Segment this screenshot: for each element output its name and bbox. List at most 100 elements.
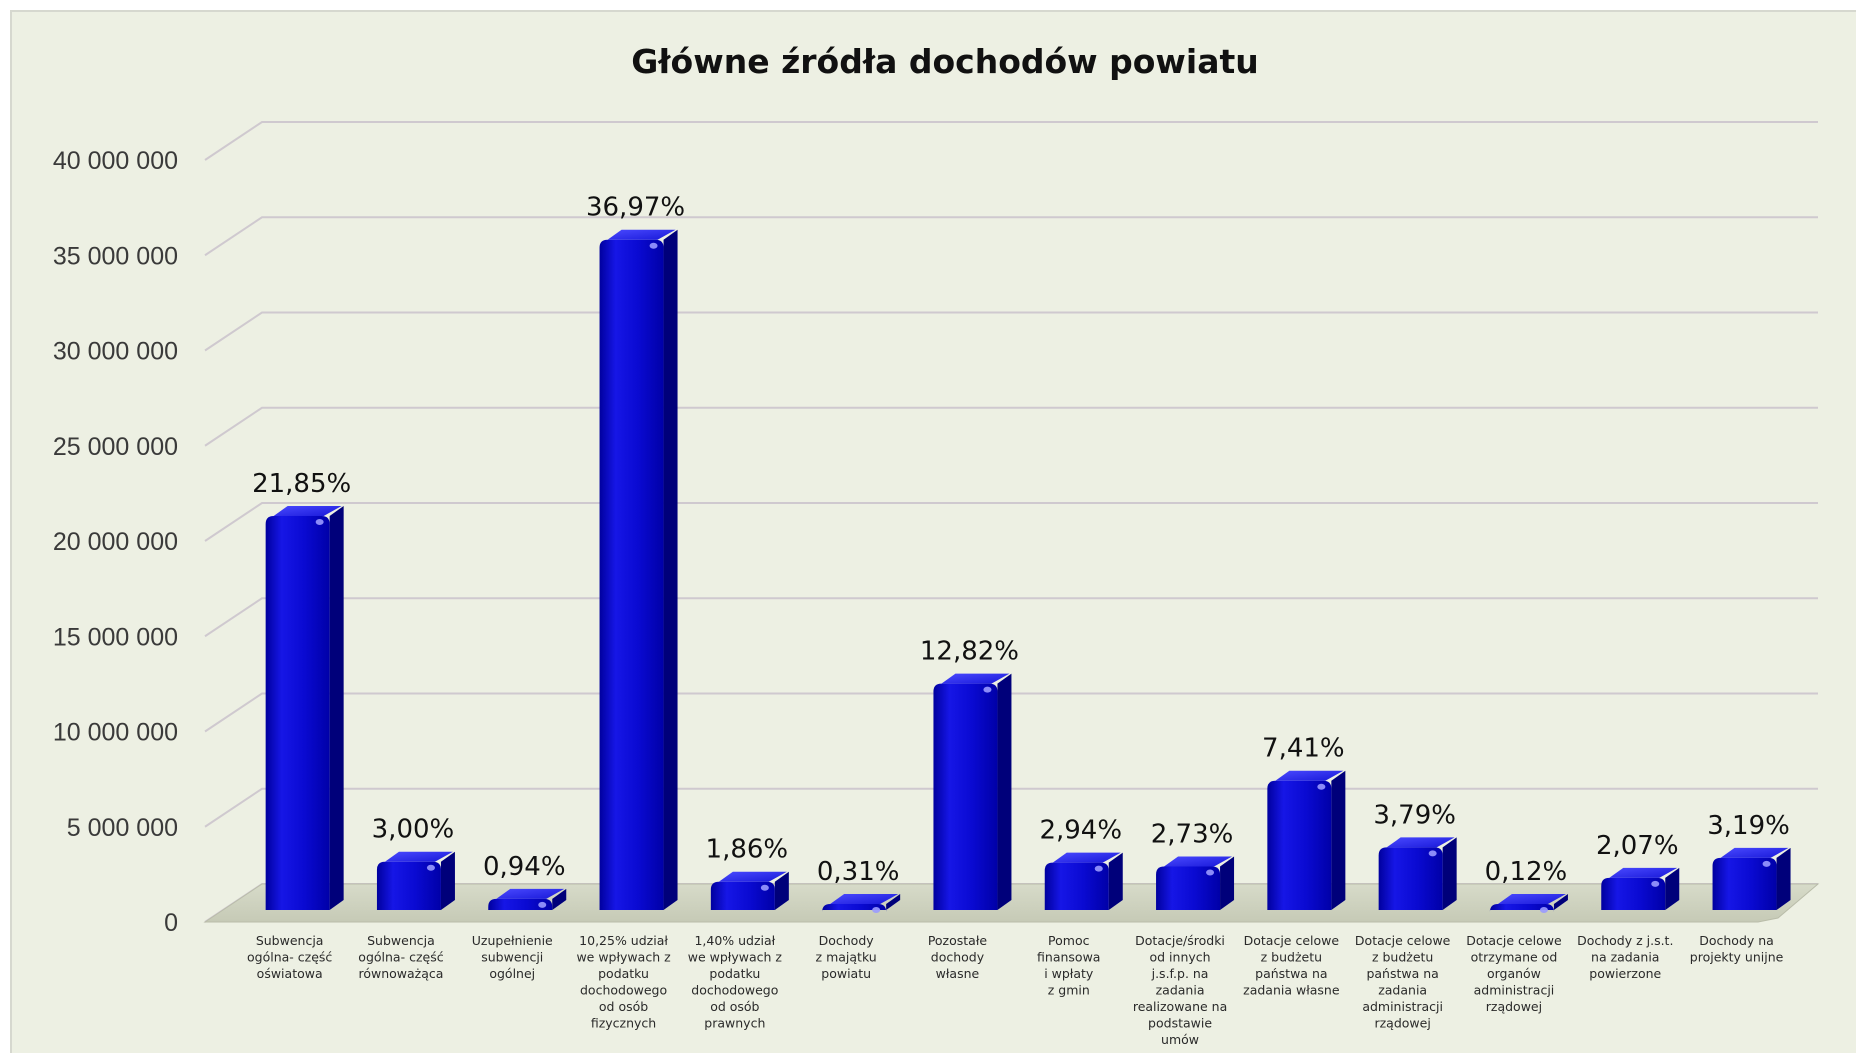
y-tick-label: 20 000 000 [53,528,178,556]
bar-side [440,851,455,910]
bar-top [1609,867,1678,878]
x-category-label: Subwencja ogólna- część oświatowa [247,933,332,981]
bar-side [1220,856,1235,910]
bar-front [710,881,775,910]
x-category-label: Pozostałe dochody własne [928,933,988,981]
bar-top [384,851,453,862]
bar-top [718,871,787,882]
data-label: 12,82% [920,637,1019,667]
bar-highlight [1428,850,1437,857]
bar-front [933,683,998,910]
data-label: 0,12% [1485,857,1568,887]
bar-highlight [983,686,992,693]
bar-side [1108,852,1123,910]
bar [1489,894,1568,913]
x-category-label: Uzupełnienie subwencji ogólnej [472,933,553,981]
bar [1712,847,1791,910]
bar-side [774,871,789,910]
data-label: 7,41% [1262,734,1345,764]
bar-side [1442,837,1457,910]
bar-top [273,505,342,516]
bar-front [265,515,330,910]
bar-highlight [426,864,435,871]
data-label: 2,94% [1039,816,1122,846]
x-category-label: Pomoc finansowa i wpłaty z gmin [1037,933,1100,998]
bar-front [376,861,441,910]
bar [1601,867,1680,910]
bar-side [1553,894,1568,910]
bar [599,229,678,911]
gridline [204,692,1818,733]
x-category-label: 10,25% udział we wpływach z podatku dochodo… [576,933,671,1031]
bar-side [1665,867,1680,910]
bar [488,888,567,910]
bar-side [1776,847,1791,910]
x-category-label: Dochody na projekty unijne [1690,933,1784,965]
y-tick-label: 40 000 000 [53,147,178,175]
bar-highlight [872,907,881,913]
gridline [204,216,1818,257]
bar [710,871,789,910]
bar-front [1601,877,1666,910]
data-label: 3,19% [1707,811,1790,841]
bars [265,229,1791,913]
y-axis: 0 5 000 000 10 000 000 15 000 000 20 000 000… [53,147,178,937]
x-category-label: Dochody z j.s.t. na zadania powierzone [1577,933,1673,981]
bar-front [599,239,664,911]
bar [1267,770,1346,910]
data-label: 21,85% [252,469,351,499]
bar-highlight [538,901,547,908]
bar-top [607,229,676,240]
bar-highlight [760,884,769,891]
data-label: 36,97% [586,193,685,223]
data-label: 1,86% [706,835,789,865]
bar-highlight [649,242,658,249]
x-axis: Subwencja ogólna- część oświatowa Subwencja… [247,933,1784,1047]
bar-front [1156,866,1221,910]
data-label: 2,73% [1151,819,1234,849]
bar-top [1497,894,1566,904]
gridline [204,406,1818,447]
x-category-label: Dotacje celowe otrzymane od organów adminis… [1466,933,1562,1014]
gridline [204,121,1818,161]
x-category-label: 1,40% udział we wpływach z podatku dochodow… [688,933,783,1031]
gridline [204,597,1818,638]
bar-highlight [315,518,324,525]
bar-side [329,505,344,910]
bar-side [886,894,901,910]
gridline [204,502,1818,542]
bar [933,673,1012,910]
bar-top [830,894,899,904]
bar [1044,852,1123,910]
bar-top [1275,770,1344,781]
bar-top [1386,837,1455,848]
bar-front [1267,780,1332,910]
data-label: 2,07% [1596,831,1679,861]
y-tick-label: 10 000 000 [53,719,178,747]
gridline [204,311,1818,352]
bar-highlight [1762,860,1771,867]
x-category-label: Dotacje/środki od innych j.s.f.p. na zadani… [1133,933,1227,1047]
data-label: 3,79% [1373,800,1456,830]
x-category-label: Subwencja ogólna- część równoważąca [358,933,443,981]
bar [265,505,344,910]
bar-top [496,888,565,899]
bar-highlight [1539,907,1548,913]
data-label: 0,94% [483,852,566,882]
bar [1378,837,1457,910]
data-label: 3,00% [372,815,455,845]
bar-front [488,898,553,910]
bar [376,851,455,910]
y-tick-label: 30 000 000 [53,338,178,366]
bar [1156,856,1235,910]
gridlines [204,121,1818,923]
y-tick-label: 15 000 000 [53,623,178,651]
bar-front [1378,847,1443,910]
y-tick-label: 35 000 000 [53,242,178,270]
bar-front [1489,904,1554,912]
bar-highlight [1206,869,1215,876]
bar-top [1052,852,1121,863]
bar-highlight [1317,783,1326,790]
bar-front [1044,862,1109,910]
y-tick-label: 0 [164,909,178,937]
